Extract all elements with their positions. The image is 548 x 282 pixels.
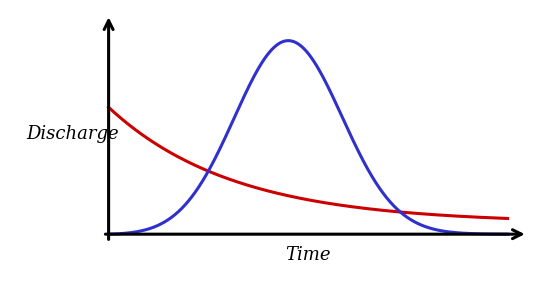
Text: Discharge: Discharge bbox=[26, 125, 119, 143]
Text: Time: Time bbox=[286, 246, 331, 264]
